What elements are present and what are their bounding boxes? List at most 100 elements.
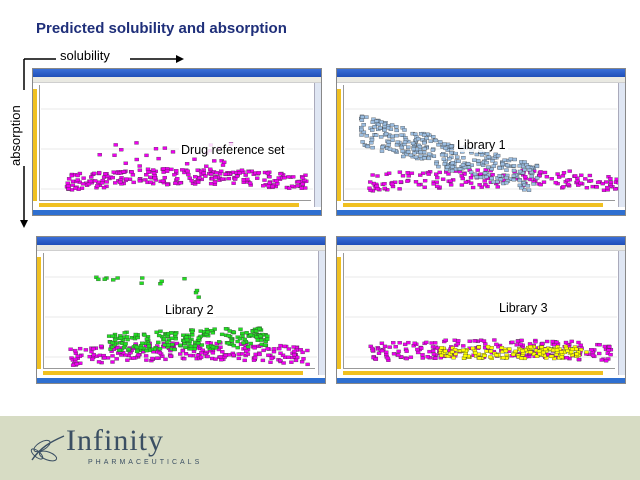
point-drug-reference — [187, 353, 193, 358]
vertical-scrollbar[interactable] — [618, 83, 625, 207]
point-drug-reference — [608, 180, 614, 184]
vertical-scrollbar[interactable] — [318, 251, 325, 375]
axis-slider-horizontal[interactable] — [343, 203, 603, 207]
point-drug-reference — [583, 177, 588, 181]
point-drug-reference — [119, 148, 124, 152]
point-library-2 — [110, 341, 115, 345]
point-drug-reference — [180, 348, 186, 353]
window-menubar[interactable] — [337, 245, 625, 251]
axis-slider-vertical[interactable] — [337, 89, 341, 201]
point-drug-reference — [262, 178, 267, 182]
point-drug-reference — [245, 352, 251, 356]
window-menubar[interactable] — [337, 77, 625, 83]
point-library-1 — [460, 163, 466, 167]
point-drug-reference — [434, 184, 440, 189]
point-drug-reference — [131, 356, 136, 360]
point-drug-reference — [242, 358, 247, 363]
point-drug-reference — [197, 176, 202, 180]
point-drug-reference — [169, 167, 174, 172]
point-library-2 — [110, 334, 115, 338]
point-library-1 — [400, 149, 405, 153]
plot-window-library-2[interactable]: Library 2 — [36, 236, 326, 384]
window-titlebar[interactable] — [33, 69, 321, 77]
point-drug-reference — [148, 180, 153, 184]
point-library-3 — [473, 351, 478, 355]
point-drug-reference — [255, 176, 260, 180]
point-library-1 — [411, 147, 416, 151]
point-drug-reference — [244, 349, 249, 353]
point-library-1 — [479, 153, 485, 157]
point-drug-reference — [437, 170, 442, 175]
point-drug-reference — [590, 353, 596, 358]
point-drug-reference — [544, 175, 550, 179]
window-titlebar[interactable] — [337, 237, 625, 245]
point-drug-reference — [83, 348, 89, 352]
window-titlebar[interactable] — [37, 237, 325, 245]
point-drug-reference — [110, 360, 115, 364]
point-drug-reference — [234, 174, 240, 178]
plot-window-drug-reference[interactable]: Drug reference set — [32, 68, 322, 216]
axis-slider-horizontal[interactable] — [39, 203, 299, 207]
point-drug-reference — [282, 176, 287, 180]
point-library-2 — [219, 332, 225, 337]
point-drug-reference — [608, 177, 613, 181]
panel-label: Library 3 — [497, 301, 550, 315]
point-drug-reference — [569, 339, 574, 344]
point-library-2 — [217, 340, 222, 344]
point-drug-reference — [518, 342, 523, 346]
scatter-plot — [345, 108, 621, 193]
point-library-1 — [427, 152, 432, 156]
point-library-1 — [491, 164, 497, 168]
point-library-1 — [369, 141, 374, 145]
point-drug-reference — [292, 353, 297, 357]
point-drug-reference — [72, 357, 78, 362]
point-drug-reference — [286, 175, 291, 179]
axis-slider-vertical[interactable] — [33, 89, 37, 201]
point-drug-reference — [117, 180, 123, 184]
vertical-scrollbar[interactable] — [618, 251, 625, 375]
point-drug-reference — [456, 339, 461, 343]
point-library-3 — [501, 355, 506, 360]
point-drug-reference — [433, 341, 438, 345]
window-menubar[interactable] — [33, 77, 321, 83]
point-drug-reference — [578, 343, 583, 347]
point-drug-reference — [300, 182, 305, 186]
point-drug-reference — [101, 185, 107, 190]
point-library-3 — [528, 350, 533, 354]
point-drug-reference — [430, 349, 436, 353]
plot-window-library-3[interactable]: Library 3 — [336, 236, 626, 384]
point-library-2 — [169, 331, 174, 335]
vertical-scrollbar[interactable] — [314, 83, 321, 207]
point-library-1 — [476, 162, 481, 166]
point-drug-reference — [204, 164, 209, 168]
point-drug-reference — [519, 338, 524, 343]
point-drug-reference — [130, 173, 136, 177]
axis-slider-vertical[interactable] — [37, 257, 41, 369]
window-titlebar[interactable] — [337, 69, 625, 77]
point-drug-reference — [277, 346, 282, 351]
point-drug-reference — [409, 171, 415, 175]
point-drug-reference — [379, 341, 385, 345]
point-drug-reference — [550, 339, 555, 344]
point-drug-reference — [540, 341, 545, 346]
axis-slider-vertical[interactable] — [337, 257, 341, 369]
point-drug-reference — [291, 175, 296, 179]
point-library-1 — [406, 150, 411, 154]
point-drug-reference — [555, 172, 560, 176]
point-drug-reference — [296, 180, 302, 184]
point-drug-reference — [384, 350, 389, 354]
point-library-1 — [401, 154, 406, 159]
point-library-1 — [399, 145, 405, 150]
point-drug-reference — [70, 183, 75, 187]
point-drug-reference — [566, 182, 571, 187]
axis-slider-horizontal[interactable] — [343, 371, 603, 375]
point-library-1 — [417, 144, 423, 149]
point-drug-reference — [261, 348, 266, 353]
window-menubar[interactable] — [37, 245, 325, 251]
point-drug-reference — [252, 355, 258, 360]
point-library-2 — [117, 348, 122, 353]
plot-window-library-1[interactable]: Library 1 — [336, 68, 626, 216]
axis-slider-horizontal[interactable] — [43, 371, 303, 375]
point-library-1 — [399, 133, 404, 137]
point-library-1 — [517, 164, 522, 168]
